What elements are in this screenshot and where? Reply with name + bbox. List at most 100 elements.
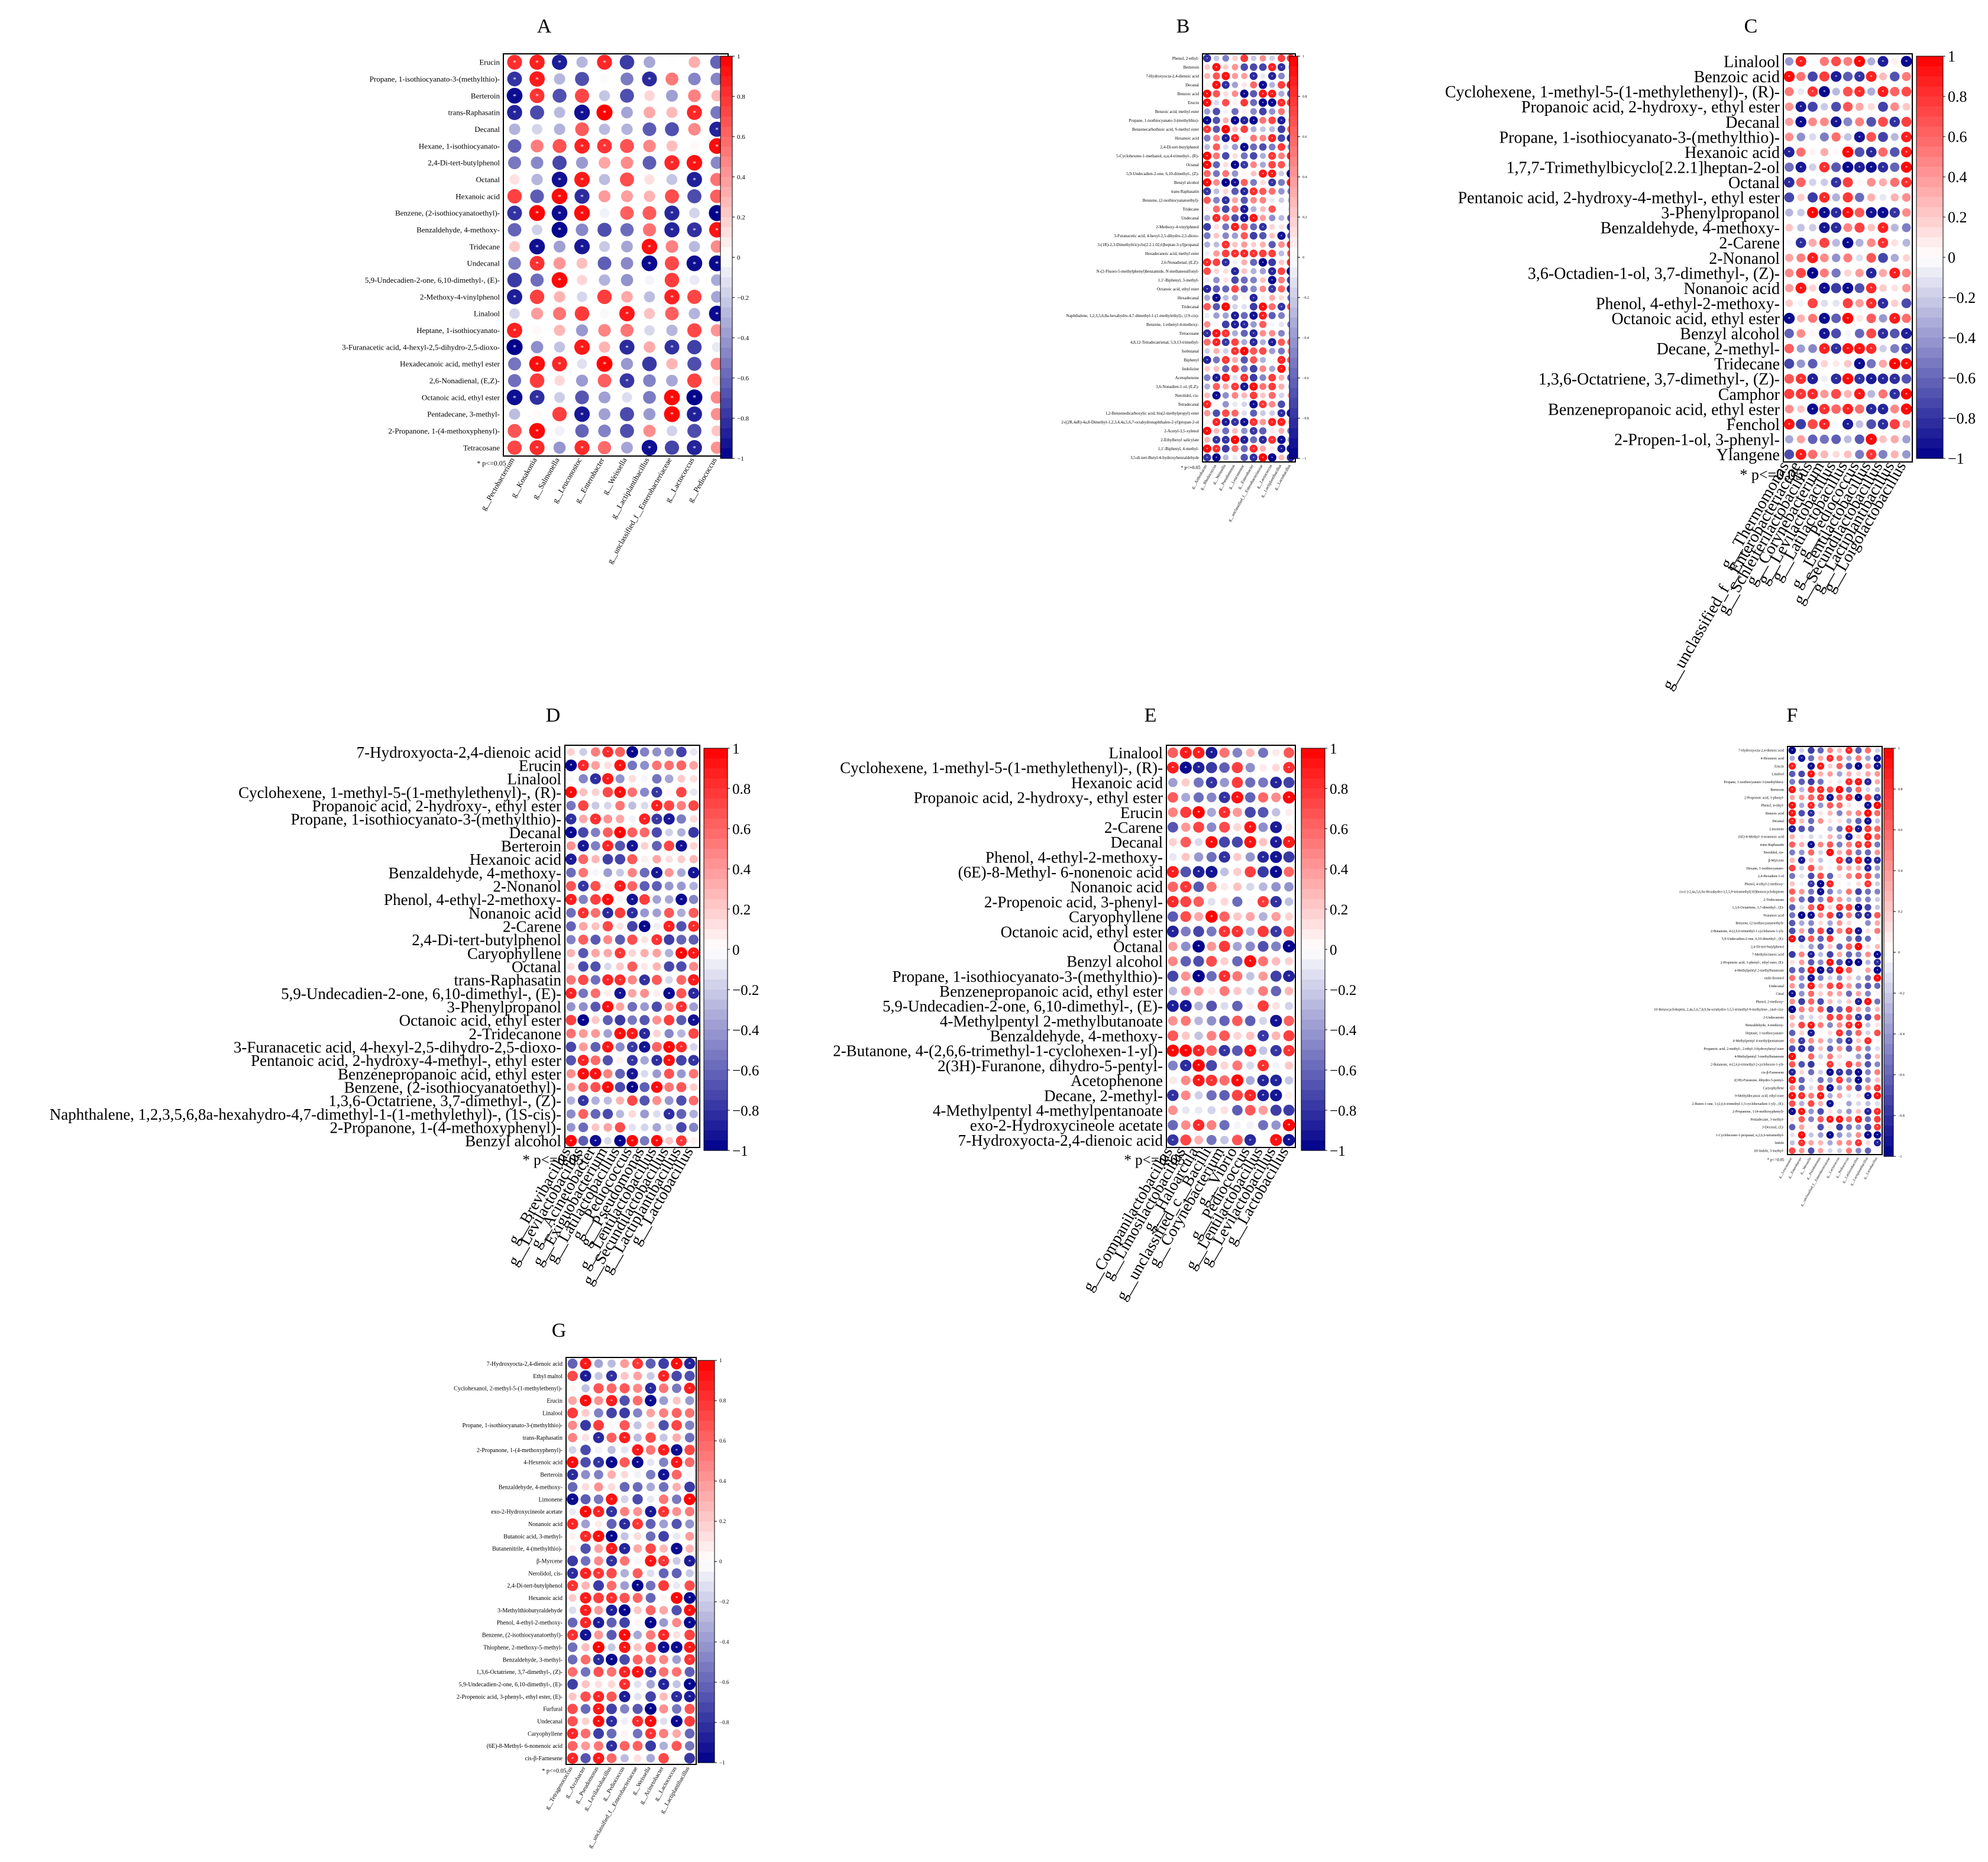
cell-circle: [1214, 322, 1219, 327]
cell-circle: [1231, 134, 1239, 143]
cell-circle: [1789, 778, 1796, 785]
colorbar-segment: [704, 929, 728, 940]
cell-circle: [1866, 207, 1877, 218]
cell-circle: [620, 324, 634, 337]
colorbar-tick-label: −0.6: [1898, 1074, 1905, 1077]
cell-circle: [1799, 975, 1805, 981]
cell-circle: [1268, 98, 1276, 107]
significance-star: *: [1281, 306, 1282, 309]
cell-circle: [603, 1123, 612, 1132]
colorbar-tick-label: 0.6: [1330, 822, 1348, 838]
cell-circle: [1207, 987, 1216, 995]
cell-circle: [598, 408, 611, 421]
significance-star: *: [1210, 1078, 1213, 1084]
cell-circle: [651, 1055, 662, 1066]
cell-circle: [1222, 392, 1229, 399]
significance-star: *: [1877, 977, 1879, 981]
colorbar-segment: [1884, 1023, 1893, 1035]
cell-circle: [1837, 999, 1842, 1004]
cell-circle: [1818, 802, 1824, 809]
cell-circle: [1820, 389, 1829, 399]
cell-circle: [1242, 135, 1247, 141]
significance-star: *: [1253, 190, 1255, 194]
significance-star: *: [1253, 430, 1255, 434]
cell-circle: [646, 1569, 655, 1577]
cell-circle: [690, 788, 697, 796]
colorbar-segment: [1301, 1030, 1325, 1040]
significance-star: *: [558, 226, 561, 234]
cell-circle: [1818, 1037, 1824, 1044]
row-label: Biphenyl: [1184, 358, 1199, 363]
cell-circle: [1784, 344, 1794, 354]
cell-circle: [607, 1359, 616, 1368]
cell-circle: [1242, 171, 1247, 176]
cell-circle: [619, 1432, 631, 1444]
cell-circle: [684, 1667, 695, 1677]
cell-circle: [568, 1508, 577, 1515]
significance-star: *: [1223, 974, 1226, 980]
cell-circle: [1258, 971, 1268, 981]
significance-star: *: [1858, 89, 1861, 95]
cell-circle: [1827, 1148, 1833, 1153]
cell-circle: [593, 1420, 605, 1431]
significance-star: *: [1867, 827, 1869, 831]
cell-circle: [1244, 807, 1256, 818]
cell-circle: [1874, 779, 1880, 785]
cell-circle: [639, 894, 650, 905]
cell-circle: [1181, 852, 1190, 861]
cell-circle: [1846, 1140, 1852, 1146]
cell-circle: [1219, 1120, 1230, 1130]
significance-star: *: [631, 911, 633, 916]
row-label: 1,3,6-Octatriene, 3,7-dimethyl-, (Z)-: [1538, 370, 1780, 389]
cell-circle: [1231, 791, 1244, 804]
colorbar-segment: [1301, 1140, 1325, 1151]
cell-circle: [1855, 269, 1864, 277]
cell-circle: [620, 1532, 629, 1541]
cell-circle: [1845, 1037, 1853, 1045]
row-label: 2-Butanone, 4-(2,6,6-trimethyl-1-cyclohe…: [1711, 929, 1784, 933]
row-label: Octanoic acid, ethyl ester: [422, 393, 500, 402]
cell-circle: [1244, 821, 1256, 833]
significance-star: *: [606, 843, 609, 849]
cell-circle: [621, 441, 633, 454]
cell-circle: [531, 173, 543, 186]
cell-circle: [1785, 269, 1794, 277]
cell-circle: [632, 1715, 644, 1727]
cell-circle: [1213, 285, 1220, 293]
colorbar-tick-label: −0.8: [1302, 417, 1309, 421]
colorbar-segment: [704, 1060, 728, 1071]
row-labels: 7-Hydroxyocta-2,4-dienoic acidErucinLina…: [50, 743, 562, 1150]
cell-circle: [1874, 1029, 1881, 1036]
cell-circle: [1220, 1106, 1229, 1114]
row-label: 10-Benzocyclohepten, 2,4a,5,6,7,8,9,9a-o…: [1654, 1008, 1784, 1012]
significance-star: *: [1858, 765, 1860, 768]
cell-circle: [1259, 357, 1266, 363]
cell-circle: [645, 1519, 656, 1529]
cell-circle: [690, 775, 697, 783]
significance-star: *: [1867, 1040, 1869, 1043]
cell-circle: [602, 854, 613, 865]
cell-circle: [1799, 1014, 1805, 1020]
cell-circle: [675, 947, 687, 959]
cell-circle: [1807, 974, 1815, 982]
cell-circle: [1232, 153, 1238, 159]
cell-circle: [1193, 822, 1204, 833]
cell-circle: [1845, 1021, 1853, 1029]
cell-circle: [640, 1002, 649, 1011]
colorbar-segment: [1301, 1100, 1325, 1111]
cell-circle: [1193, 956, 1204, 967]
cell-circle: [1272, 956, 1281, 966]
cell-circle: [507, 139, 522, 153]
cell-circle: [1213, 134, 1220, 142]
cell-circle: [1181, 822, 1191, 832]
cell-circle: [1785, 117, 1793, 127]
cell-circle: [652, 908, 661, 917]
cell-circle: [1866, 117, 1876, 127]
cell-circle: [1831, 116, 1842, 128]
significance-star: *: [1877, 1095, 1879, 1098]
significance-star: *: [535, 395, 539, 402]
cell-circle: [1864, 982, 1871, 990]
cell-circle: [591, 801, 600, 810]
cell-circle: [1842, 146, 1854, 158]
cell-circle: [1809, 1124, 1814, 1130]
